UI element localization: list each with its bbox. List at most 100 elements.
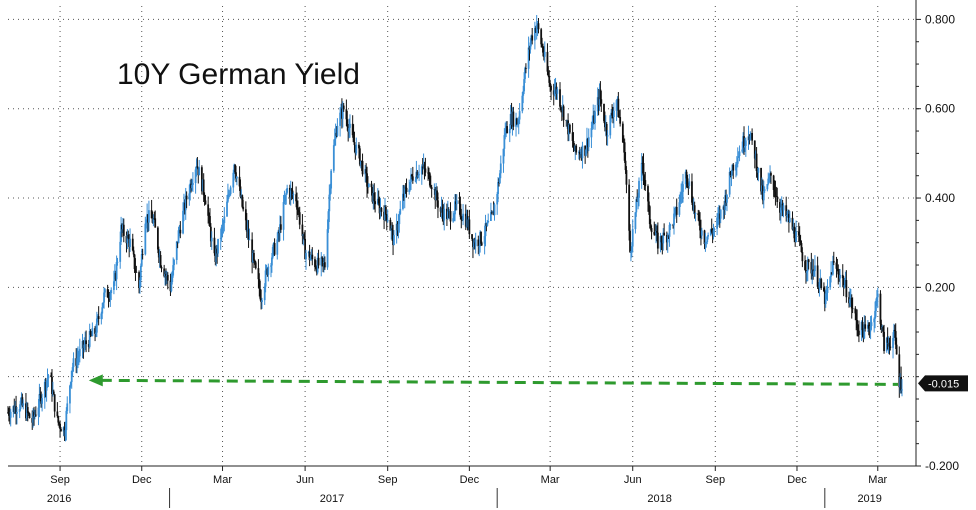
candle-body [21,397,24,406]
candle-body [104,289,106,293]
candle-body [270,265,272,267]
candle-body [710,229,713,232]
candle-body [673,213,675,226]
candle-body [606,135,609,137]
candle-body [209,216,211,227]
candle-body [446,211,449,219]
candle-body [113,281,115,290]
candle-body [82,340,85,348]
candle-body [148,210,150,223]
candle-body [612,110,615,118]
candle-body [767,178,770,185]
candle-body [365,169,368,174]
candle-body [304,238,307,260]
candle-body [824,293,827,305]
candle-body [284,194,287,202]
candle-body [625,170,628,185]
candle-body [213,237,216,254]
candle-body [751,132,754,141]
candle-body [654,234,657,236]
candle-body [893,329,896,332]
candle-body [523,79,526,92]
candle-body [452,218,455,222]
candle-body [332,145,335,171]
candle-body [138,272,140,288]
candle-body [895,344,898,355]
candle-body [779,202,781,213]
candle-body [222,223,225,225]
candle-body [546,51,549,72]
candle-body [9,411,12,418]
candle-body [549,82,552,86]
candle-body [691,181,693,203]
candle-body [502,148,505,164]
candle-body [251,239,254,263]
candle-body [423,164,426,169]
candle-body [540,29,543,45]
candle-body [429,185,432,188]
candle-body [638,180,640,198]
candle-body [774,191,777,196]
candle-body [285,192,288,195]
candle-body [594,111,596,124]
candle-body [159,255,162,267]
candle-body [705,242,708,243]
candle-body [518,111,521,120]
candle-body [634,212,637,230]
candle-body [145,222,148,224]
candle-body [321,257,324,259]
candle-body [541,44,543,47]
candle-body [202,179,205,196]
candle-body [45,381,48,391]
candle-body [132,250,135,255]
candle-body [34,414,37,416]
candle-body [837,268,840,275]
candle-body [629,230,631,252]
x-month-label: Jun [296,474,314,486]
candle-body [297,210,300,213]
candle-body [279,224,282,230]
candle-body [259,288,262,299]
candle-body [856,320,859,328]
candle-body [749,135,752,140]
candle-body [221,224,224,228]
candle-body [141,254,144,256]
candle-body [46,378,49,382]
candle-body [184,195,187,211]
candle-body [453,214,456,219]
candle-body [506,126,508,134]
candle-body [805,271,808,273]
candle-body [353,142,356,146]
candle-body [355,144,358,154]
candle-body [144,223,147,255]
candle-body [666,235,669,243]
candle-body [57,416,60,423]
candle-body [346,119,349,127]
candle-body [680,193,683,195]
candle-body [56,411,59,417]
candle-body [72,358,75,368]
candle-body [418,174,420,176]
candle-body [247,229,250,240]
candle-body [366,173,368,187]
candle-body [829,276,832,288]
candle-body [487,221,490,223]
candle-body [322,258,324,263]
candle-body [477,239,480,247]
candle-body [277,231,280,240]
candle-body [58,422,61,424]
candle-body [177,230,180,244]
candle-body [286,188,289,193]
candle-body [441,207,444,213]
candle-body [785,205,788,217]
candle-body [542,46,544,53]
candle-body [861,321,864,331]
candle-body [882,327,885,332]
candle-body [795,231,797,243]
candle-body [179,229,182,234]
candle-body [726,194,728,203]
candle-body [681,191,683,194]
candle-body [459,203,462,217]
candle-body [85,340,87,345]
candle-body [460,216,463,220]
